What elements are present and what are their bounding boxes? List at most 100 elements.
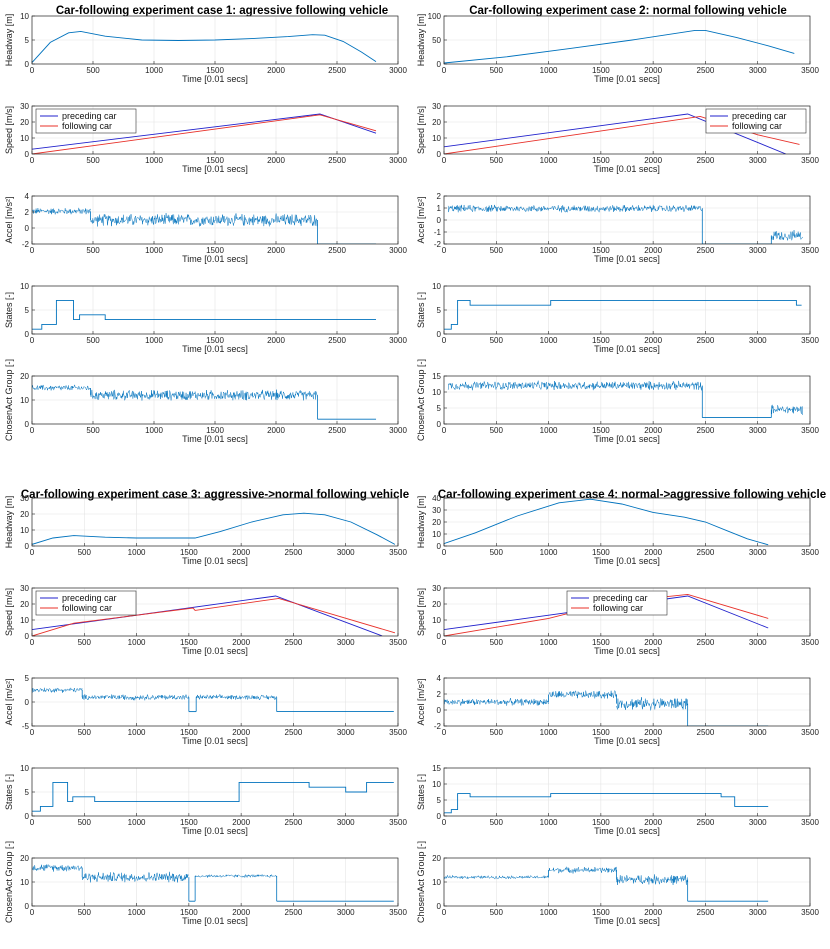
y-axis-label: ChosenAct Group [-] — [416, 359, 426, 441]
y-axis-label: Speed [m/s] — [4, 106, 14, 154]
x-tick-label: 1000 — [540, 638, 558, 647]
data-series-line — [32, 299, 376, 330]
case-1-subplot-5: 0 500 1000 1500 2000 2500 3000 0 10 20 Time [0.01 … — [4, 359, 407, 444]
x-tick-label: 2000 — [644, 66, 662, 75]
x-tick-label: 2000 — [232, 908, 250, 917]
case-1-subplot-2: 0 500 1000 1500 2000 2500 3000 0 10 20 30 Time [0.0… — [4, 102, 407, 174]
y-tick-label: 20 — [20, 600, 29, 609]
y-tick-label: 5 — [437, 404, 442, 413]
case-2-subplot-3: 0 500 1000 1500 2000 2500 3000 3500-2-1012Time … — [416, 192, 819, 264]
x-tick-label: 3500 — [801, 156, 819, 165]
x-tick-label: 0 — [30, 908, 35, 917]
data-series-line — [32, 512, 396, 545]
x-tick-label: 500 — [490, 426, 504, 435]
x-tick-label: 500 — [78, 548, 92, 557]
x-tick-label: 1000 — [540, 336, 558, 345]
y-axis-label: Accel [m/s²] — [4, 196, 14, 243]
x-axis-label: Time [0.01 secs] — [594, 826, 660, 836]
x-axis-label: Time [0.01 secs] — [182, 254, 248, 264]
x-tick-label: 3000 — [749, 336, 767, 345]
y-tick-label: -2 — [434, 722, 442, 731]
x-tick-label: 1000 — [128, 638, 146, 647]
x-tick-label: 1500 — [180, 728, 198, 737]
x-tick-label: 3500 — [389, 908, 407, 917]
y-tick-label: 0 — [437, 706, 442, 715]
x-tick-label: 2500 — [697, 246, 715, 255]
x-tick-label: 1500 — [180, 818, 198, 827]
x-tick-label: 3500 — [389, 818, 407, 827]
x-tick-label: 3500 — [801, 818, 819, 827]
x-tick-label: 3500 — [801, 728, 819, 737]
y-axis-label: ChosenAct Group [-] — [4, 359, 14, 441]
x-tick-label: 0 — [30, 818, 35, 827]
x-axis-label: Time [0.01 secs] — [182, 164, 248, 174]
y-axis-label: Accel [m/s²] — [4, 678, 14, 725]
legend-box — [705, 108, 807, 134]
x-tick-label: 0 — [442, 246, 447, 255]
y-axis-label: States [-] — [4, 292, 14, 328]
x-tick-label: 500 — [490, 818, 504, 827]
y-tick-label: 20 — [20, 372, 29, 381]
y-tick-label: 20 — [432, 854, 441, 863]
plot-area — [447, 204, 803, 244]
y-tick-label: 30 — [20, 102, 29, 111]
x-tick-label: 0 — [442, 66, 447, 75]
x-tick-label: 3500 — [801, 66, 819, 75]
x-tick-label: 3500 — [389, 638, 407, 647]
y-tick-label: 0 — [25, 542, 30, 551]
x-tick-label: 3500 — [389, 728, 407, 737]
y-axis-label: States [-] — [416, 292, 426, 328]
legend-label: preceding car — [62, 593, 117, 603]
x-tick-label: 1000 — [128, 908, 146, 917]
x-tick-label: 3500 — [801, 426, 819, 435]
y-tick-label: 5 — [25, 306, 30, 315]
x-tick-label: 3500 — [801, 908, 819, 917]
y-tick-label: 10 — [20, 764, 29, 773]
y-axis-label: Headway [m] — [4, 496, 14, 549]
noisy-signal-series — [81, 871, 189, 883]
x-tick-label: 3000 — [337, 548, 355, 557]
x-axis-label: Time [0.01 secs] — [594, 736, 660, 746]
noisy-signal-series — [90, 389, 318, 401]
data-series-line — [444, 29, 795, 64]
x-tick-label: 500 — [86, 246, 100, 255]
noisy-signal-series — [444, 874, 549, 880]
y-tick-label: 30 — [432, 506, 441, 515]
x-tick-label: 500 — [490, 66, 504, 75]
y-tick-label: 10 — [432, 530, 441, 539]
x-tick-label: 2000 — [644, 908, 662, 917]
x-axis-label: Time [0.01 secs] — [594, 164, 660, 174]
x-tick-label: 2000 — [232, 638, 250, 647]
y-tick-label: 10 — [20, 134, 29, 143]
x-tick-label: 0 — [442, 336, 447, 345]
x-tick-label: 0 — [30, 638, 35, 647]
x-tick-label: 2500 — [285, 548, 303, 557]
y-axis-label: Speed [m/s] — [416, 588, 426, 636]
x-tick-label: 3500 — [801, 336, 819, 345]
case-2-subplot-1: 0 500 1000 1500 2000 2500 3000 3500 0 50 100 Time [… — [416, 12, 819, 84]
y-tick-label: 10 — [432, 282, 441, 291]
plot-area — [32, 781, 394, 812]
legend-label: preceding car — [593, 593, 648, 603]
x-tick-label: 0 — [442, 728, 447, 737]
noisy-signal-series — [32, 384, 91, 392]
plot-area — [444, 29, 795, 64]
y-tick-label: 10 — [20, 12, 29, 21]
x-tick-label: 3000 — [749, 728, 767, 737]
x-tick-label: 0 — [442, 908, 447, 917]
x-axis-label: Time [0.01 secs] — [182, 826, 248, 836]
noisy-signal-series — [548, 690, 617, 699]
y-tick-label: 10 — [432, 616, 441, 625]
x-tick-label: 0 — [30, 246, 35, 255]
y-tick-label: 0 — [437, 542, 442, 551]
legend-label: preceding car — [62, 111, 117, 121]
x-tick-label: 1500 — [206, 426, 224, 435]
y-tick-label: 1 — [437, 204, 442, 213]
y-tick-label: 0 — [25, 812, 30, 821]
y-tick-label: 5 — [437, 796, 442, 805]
x-tick-label: 2500 — [285, 728, 303, 737]
x-tick-label: 1000 — [145, 156, 163, 165]
